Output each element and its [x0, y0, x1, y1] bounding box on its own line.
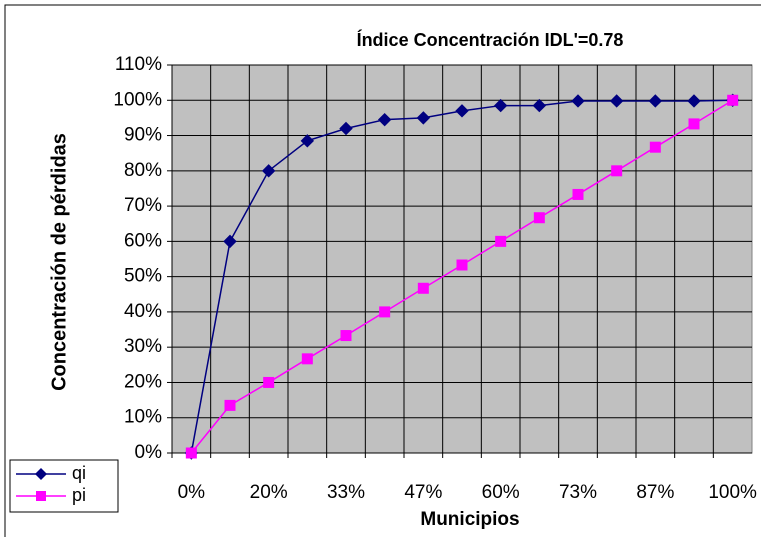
y-axis-label: Concentración de pérdidas [48, 133, 70, 391]
point-marker [455, 104, 469, 118]
y-tick-label: 60% [124, 230, 162, 251]
x-tick-label: 0% [178, 482, 206, 503]
y-tick-label: 0% [135, 442, 163, 463]
y-tick-label: 50% [124, 266, 162, 287]
legend-marker [36, 491, 46, 501]
point-marker [301, 353, 313, 365]
point-marker [648, 94, 663, 108]
point-marker [416, 111, 431, 125]
x-tick-label: 33% [327, 482, 365, 503]
legend-label: pi [72, 485, 86, 505]
x-tick-label: 87% [636, 482, 674, 503]
point-marker [495, 235, 507, 247]
y-tick-label: 80% [124, 160, 162, 181]
point-marker [263, 376, 275, 388]
legend-box [9, 459, 119, 513]
chart-title: Índice Concentración IDL'=0.78 [357, 29, 624, 50]
point-marker [609, 94, 624, 108]
y-tick-label: 20% [124, 371, 162, 392]
point-marker [261, 164, 276, 178]
point-marker [379, 306, 391, 318]
point-marker [649, 141, 661, 153]
x-tick-label: 60% [482, 482, 520, 503]
point-marker [377, 112, 392, 127]
point-marker [300, 134, 315, 148]
point-marker [532, 98, 547, 113]
x-tick-label: 73% [559, 482, 597, 503]
point-marker [493, 98, 508, 113]
point-marker [417, 282, 429, 294]
legend-marker [35, 468, 47, 480]
y-tick-label: 40% [124, 301, 162, 322]
point-marker [688, 118, 700, 130]
y-tick-label: 70% [124, 195, 162, 216]
point-marker [611, 165, 623, 177]
y-tick-label: 100% [113, 89, 162, 110]
x-tick-label: 20% [250, 482, 288, 503]
point-marker [185, 447, 197, 459]
x-tick-label: 47% [404, 482, 442, 503]
point-marker [533, 212, 545, 224]
y-tick-label: 90% [124, 125, 162, 146]
y-tick-label: 10% [124, 407, 162, 428]
plot-area [171, 64, 753, 454]
y-tick-label: 110% [115, 54, 162, 75]
point-marker [687, 94, 701, 108]
point-marker [727, 94, 739, 106]
x-axis-label: Municipios [420, 509, 519, 530]
point-marker [456, 259, 468, 271]
point-marker [223, 234, 237, 249]
point-marker [224, 399, 236, 411]
point-marker [339, 121, 353, 136]
point-marker [572, 188, 584, 200]
point-marker [571, 94, 585, 108]
point-marker [340, 330, 352, 342]
legend-label: qi [72, 463, 86, 483]
x-tick-label: 100% [708, 482, 757, 503]
y-tick-label: 30% [124, 336, 162, 357]
